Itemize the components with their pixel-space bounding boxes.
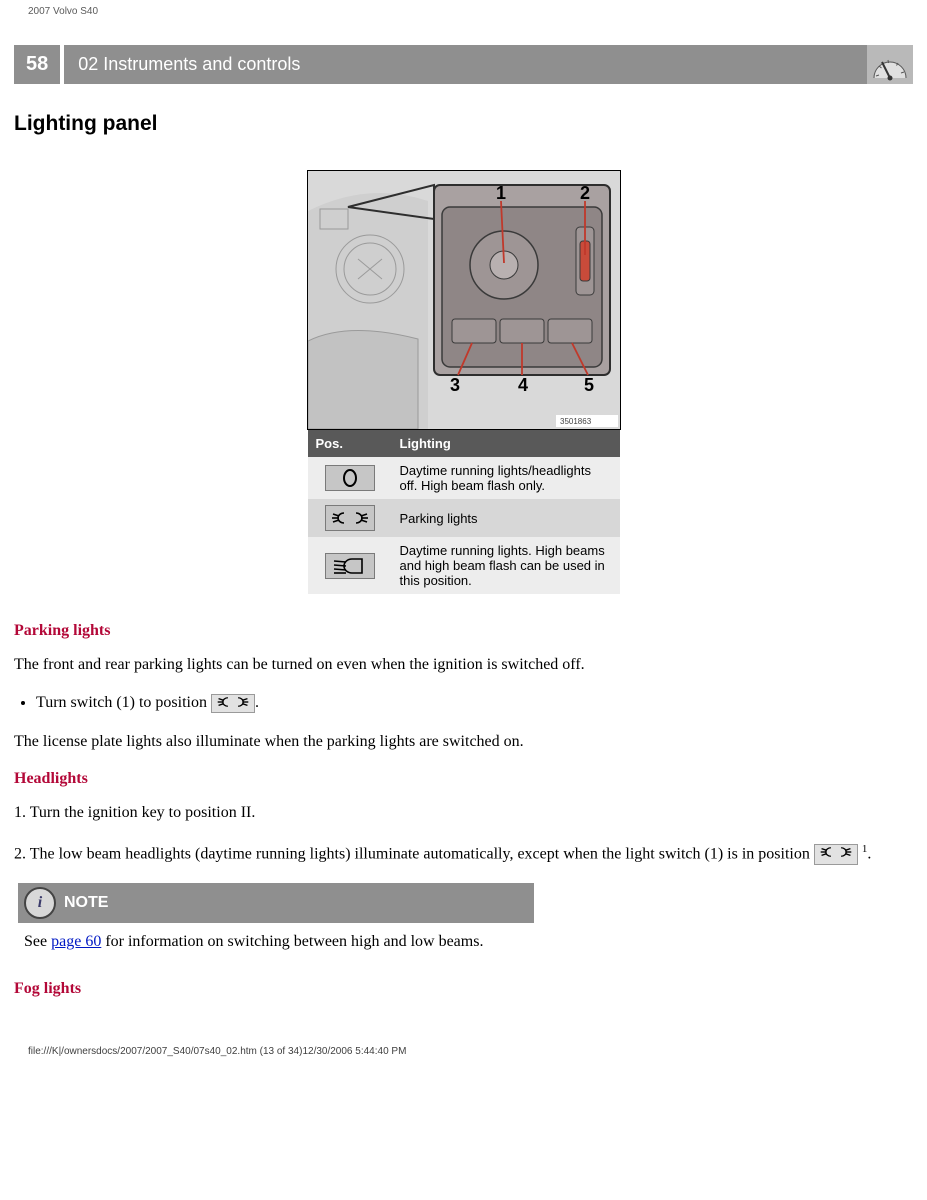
pos-table-header-pos: Pos. xyxy=(308,430,392,457)
callout-1: 1 xyxy=(496,183,506,203)
note-body: See page 60 for information on switching… xyxy=(18,923,534,963)
headlights-step-2: 2. The low beam headlights (daytime runn… xyxy=(14,842,913,865)
pos-table-row: Daytime running lights/headlights off. H… xyxy=(308,457,620,499)
callout-4: 4 xyxy=(518,375,528,395)
fog-lights-heading: Fog lights xyxy=(14,980,913,998)
pos-table-row: Parking lights xyxy=(308,499,620,537)
svg-text:3501863: 3501863 xyxy=(560,417,592,426)
dial-zero-icon xyxy=(325,465,375,491)
page-number: 58 xyxy=(14,45,60,84)
headlights-icon xyxy=(325,553,375,579)
document-title: 2007 Volvo S40 xyxy=(28,6,913,17)
info-icon: i xyxy=(24,887,56,919)
pos-table-desc: Parking lights xyxy=(392,499,620,537)
parking-lights-step: Turn switch (1) to position . xyxy=(36,694,913,713)
note-label: NOTE xyxy=(64,894,108,912)
page-60-link[interactable]: page 60 xyxy=(51,933,101,950)
headlights-step-1: 1. Turn the ignition key to position II. xyxy=(14,802,913,824)
pos-table-desc: Daytime running lights. High beams and h… xyxy=(392,537,620,594)
gauge-icon xyxy=(867,45,913,84)
note-box: i NOTE See page 60 for information on sw… xyxy=(18,883,534,963)
position-table: Pos. Lighting Daytime running lights/hea… xyxy=(308,430,620,594)
headlights-heading: Headlights xyxy=(14,770,913,788)
parking-lights-heading: Parking lights xyxy=(14,622,913,640)
parking-lights-step-post: . xyxy=(255,694,259,711)
note-body-pre: See xyxy=(24,933,51,950)
parking-lights-step-pre: Turn switch (1) to position xyxy=(36,694,211,711)
parking-lights-icon xyxy=(325,505,375,531)
pos-table-header-lighting: Lighting xyxy=(392,430,620,457)
section-title: Lighting panel xyxy=(14,112,913,136)
footer-file-path: file:///K|/ownersdocs/2007/2007_S40/07s4… xyxy=(28,1046,913,1057)
pos-table-row: Daytime running lights. High beams and h… xyxy=(308,537,620,594)
headlights-step-2-pre: 2. The low beam headlights (daytime runn… xyxy=(14,845,814,862)
pos-table-desc: Daytime running lights/headlights off. H… xyxy=(392,457,620,499)
callout-3: 3 xyxy=(450,375,460,395)
chapter-title: 02 Instruments and controls xyxy=(64,45,867,84)
lighting-panel-illustration: 1 2 3 4 5 3501863 xyxy=(307,170,621,430)
callout-5: 5 xyxy=(584,375,594,395)
parking-lights-after: The license plate lights also illuminate… xyxy=(14,731,913,753)
headlights-step-2-post: . xyxy=(867,845,871,862)
parking-lights-inline-icon xyxy=(211,694,255,713)
note-body-post: for information on switching between hig… xyxy=(101,933,483,950)
callout-2: 2 xyxy=(580,183,590,203)
chapter-header-bar: 58 02 Instruments and controls xyxy=(14,45,913,84)
parking-lights-intro: The front and rear parking lights can be… xyxy=(14,654,913,676)
parking-lights-inline-icon xyxy=(814,844,858,864)
